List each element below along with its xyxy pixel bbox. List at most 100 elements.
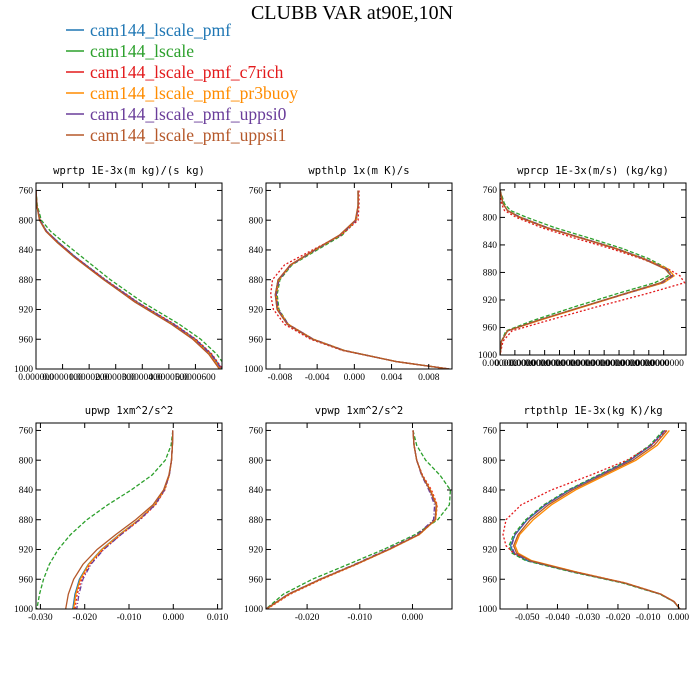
x-tick-label: -0.004 xyxy=(305,373,330,383)
legend-label: cam144_lscale_pmf_c7rich xyxy=(90,62,284,82)
series-line xyxy=(274,190,450,369)
x-tick-label: -0.050 xyxy=(515,613,540,623)
legend-label: cam144_lscale_pmf_uppsi1 xyxy=(90,125,286,145)
series-line xyxy=(72,430,174,609)
y-tick-label: 800 xyxy=(249,216,264,226)
legend-item: cam144_lscale_pmf_uppsi0 xyxy=(66,104,287,124)
series-line xyxy=(36,190,222,369)
series-line xyxy=(65,430,174,609)
y-tick-label: 880 xyxy=(483,269,498,279)
y-tick-label: 960 xyxy=(19,335,34,345)
series-group xyxy=(500,189,686,355)
panel-title: upwp 1xm^2/s^2 xyxy=(85,405,174,417)
x-tick-label: 0.000 xyxy=(402,613,424,623)
y-tick-label: 960 xyxy=(249,335,264,345)
x-tick-label: 0.000 xyxy=(668,613,690,623)
x-tick-label: 0.0000000 xyxy=(495,359,536,369)
x-tick-label: 0.0000000 xyxy=(643,359,684,369)
y-tick-label: 880 xyxy=(19,516,34,526)
series-line xyxy=(500,189,673,355)
y-tick-label: 960 xyxy=(483,324,498,334)
series-group xyxy=(266,430,452,609)
y-tick-label: 880 xyxy=(249,516,264,526)
panel-6: rtpthlp 1E-3x(kg K)/kg 760 800 840 880 920 960… xyxy=(478,405,689,623)
series-line xyxy=(266,430,437,609)
x-tick-label: 0.0000200 xyxy=(69,373,110,383)
y-tick-label: 760 xyxy=(249,187,264,197)
y-tick-label: 920 xyxy=(249,546,264,556)
series-group xyxy=(269,190,450,369)
series-line xyxy=(500,189,673,355)
y-tick-label: 840 xyxy=(249,486,264,496)
x-tick-label: -0.020 xyxy=(72,613,97,623)
series-group xyxy=(36,430,174,609)
y-tick-label: 1000 xyxy=(14,365,33,375)
x-tick-label: 0.0000500 xyxy=(149,373,190,383)
x-tick-label: 0.0000000 xyxy=(599,359,640,369)
panel-1: wprtp 1E-3x(m kg)/(s kg) 760 800 840 880 920 9… xyxy=(14,165,223,383)
plot-frame xyxy=(499,422,687,610)
y-tick-label: 920 xyxy=(483,546,498,556)
x-tick-label: 0.0000000 xyxy=(510,359,551,369)
y-tick-label: 840 xyxy=(249,246,264,256)
x-tick-label: 0.000000 xyxy=(18,373,54,383)
x-tick-label: -0.030 xyxy=(28,613,53,623)
y-tick-label: 1000 xyxy=(478,605,497,615)
x-tick-label: -0.010 xyxy=(636,613,661,623)
y-tick-label: 960 xyxy=(249,575,264,585)
x-tick-label: -0.008 xyxy=(268,373,293,383)
x-tick-label: 0.000 xyxy=(163,613,185,623)
series-line xyxy=(266,430,437,609)
plot-frame xyxy=(265,182,453,370)
y-tick-label: 800 xyxy=(19,216,34,226)
series-line xyxy=(508,430,681,609)
y-tick-label: 840 xyxy=(483,241,498,251)
y-tick-label: 1000 xyxy=(244,365,263,375)
x-tick-label: -0.040 xyxy=(545,613,570,623)
series-line xyxy=(36,430,174,609)
series-line xyxy=(509,430,681,609)
series-line xyxy=(274,190,450,369)
x-tick-label: 0.010 xyxy=(207,613,229,623)
series-group xyxy=(36,190,222,369)
series-line xyxy=(500,189,686,355)
x-tick-label: 0.000 xyxy=(344,373,366,383)
series-line xyxy=(275,190,450,369)
series-line xyxy=(36,190,222,369)
y-tick-label: 760 xyxy=(249,427,264,437)
legend-label: cam144_lscale xyxy=(90,41,194,61)
x-tick-label: 0.008 xyxy=(418,373,440,383)
chart-panels: wprtp 1E-3x(m kg)/(s kg) 760 800 840 880 920 9… xyxy=(14,165,689,623)
legend-item: cam144_lscale_pmf xyxy=(66,20,231,40)
series-line xyxy=(266,430,452,609)
x-tick-label: 0.0000100 xyxy=(42,373,83,383)
panel-title: vpwp 1xm^2/s^2 xyxy=(315,405,404,417)
x-tick-label: 0.004 xyxy=(381,373,403,383)
x-tick-label: 0.0000400 xyxy=(122,373,163,383)
plot-frame xyxy=(35,422,223,610)
y-tick-label: 920 xyxy=(483,296,498,306)
series-line xyxy=(512,430,681,609)
y-tick-label: 800 xyxy=(249,456,264,466)
x-tick-label: 0.0000300 xyxy=(96,373,137,383)
x-tick-label: 0.0000000 xyxy=(524,359,565,369)
series-line xyxy=(266,430,438,609)
x-tick-label: -0.020 xyxy=(606,613,631,623)
legend-item: cam144_lscale_pmf_uppsi1 xyxy=(66,125,286,145)
y-tick-label: 760 xyxy=(483,186,498,196)
series-group xyxy=(502,429,681,609)
x-tick-label: -0.030 xyxy=(575,613,600,623)
series-line xyxy=(36,190,222,369)
y-tick-label: 760 xyxy=(19,187,34,197)
y-tick-label: 800 xyxy=(483,214,498,224)
x-tick-label: 0.0000000 xyxy=(614,359,655,369)
series-line xyxy=(74,430,174,609)
series-line xyxy=(36,190,222,363)
y-tick-label: 960 xyxy=(19,575,34,585)
y-tick-label: 800 xyxy=(19,456,34,466)
x-tick-label: -0.010 xyxy=(117,613,142,623)
y-tick-label: 960 xyxy=(483,575,498,585)
legend-label: cam144_lscale_pmf_pr3buoy xyxy=(90,83,298,103)
x-tick-label: 0.000000 xyxy=(482,359,518,369)
y-tick-label: 880 xyxy=(483,516,498,526)
